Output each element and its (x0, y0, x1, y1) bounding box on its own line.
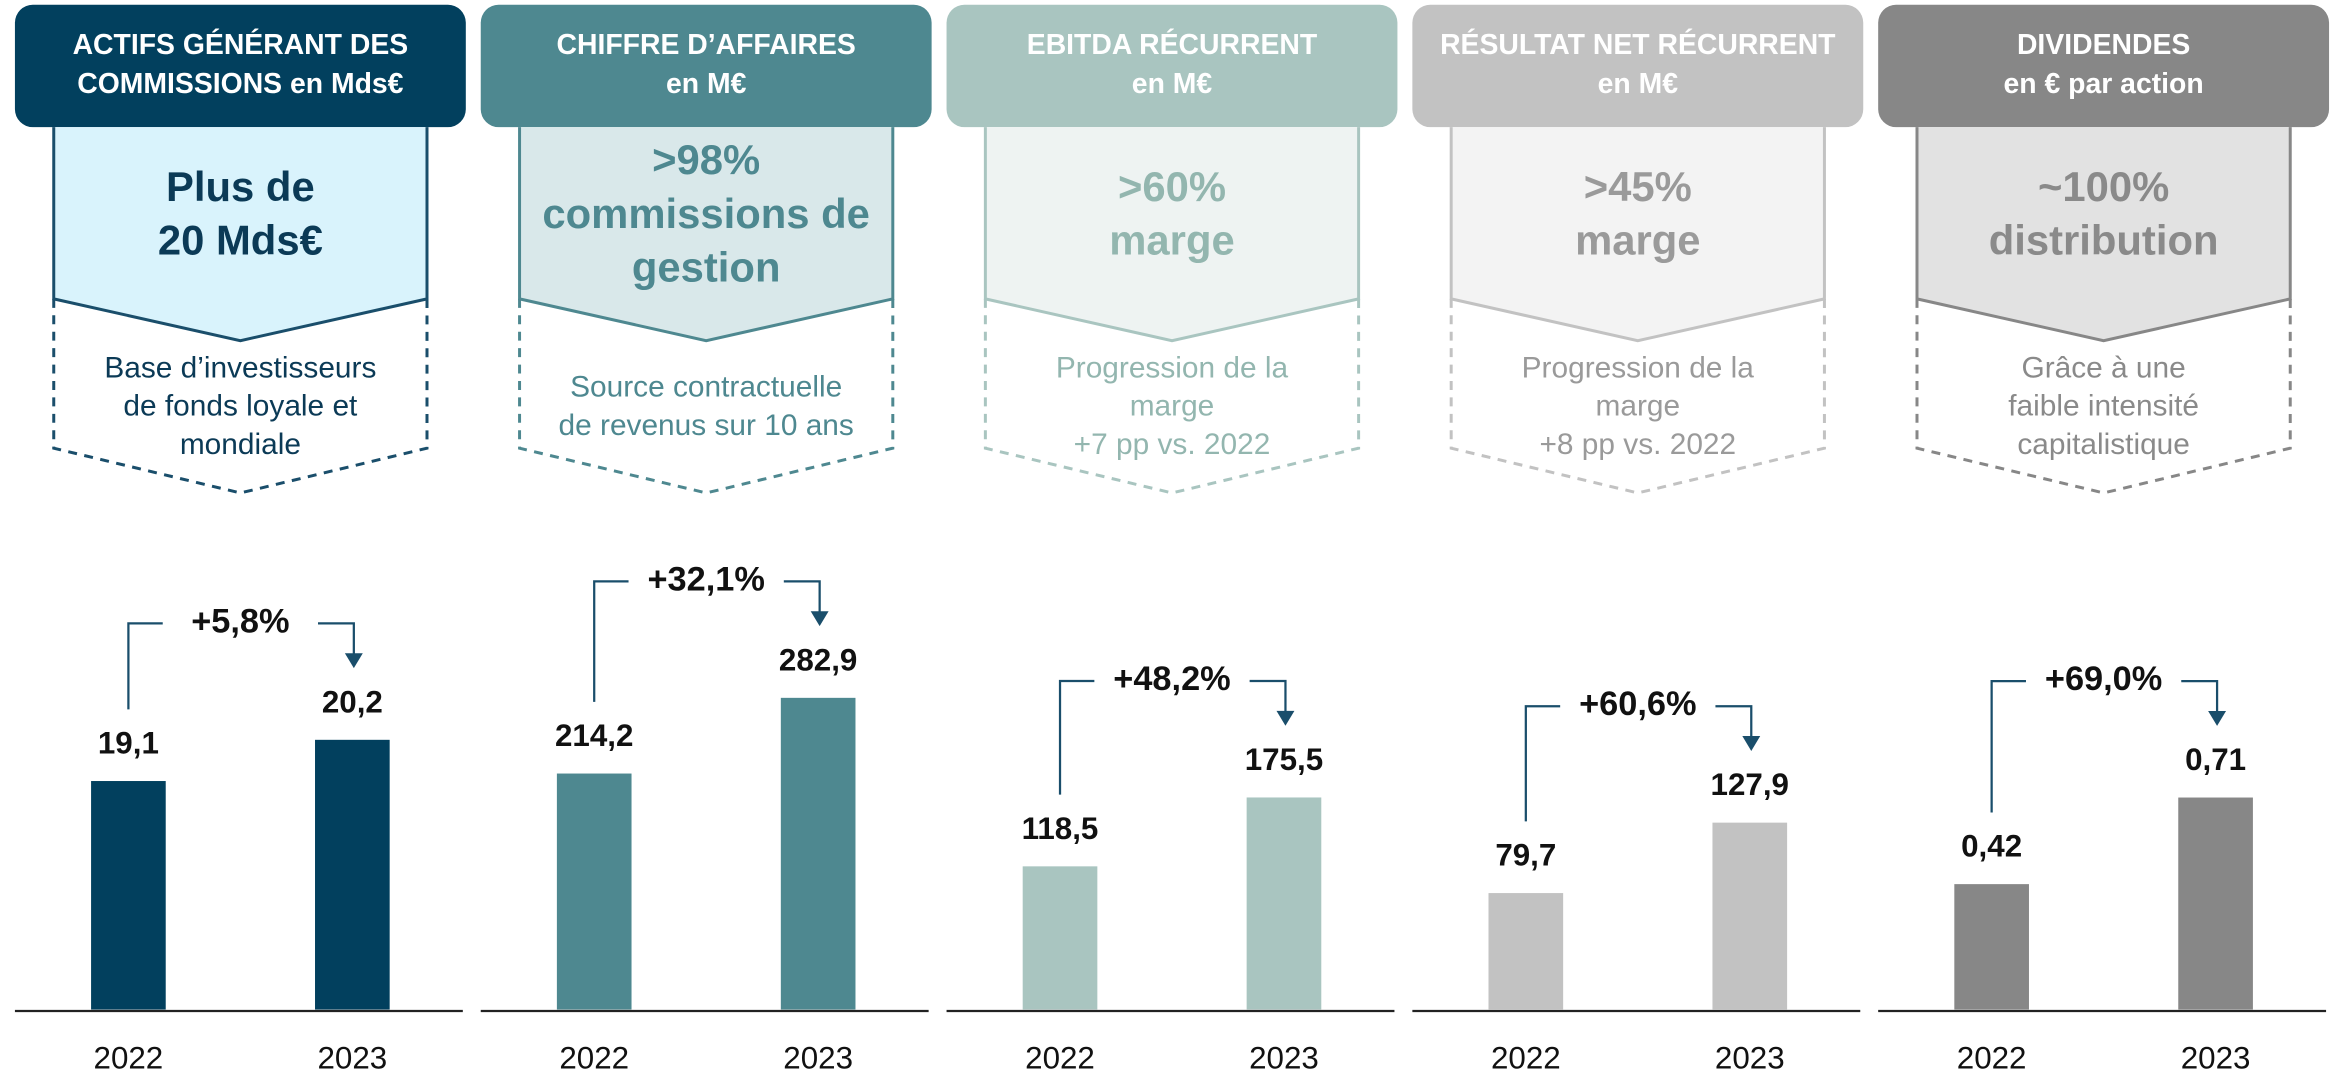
description-text: capitalistique (2017, 428, 2190, 461)
year-label: 2023 (1249, 1041, 1319, 1076)
highlight-text: gestion (632, 244, 781, 291)
year-label: 2022 (1957, 1041, 2027, 1076)
growth-connector (1524, 705, 1753, 822)
panel-header (14, 4, 466, 128)
value-label: 214,2 (555, 718, 633, 753)
header-text: en M€ (1132, 68, 1213, 100)
description-box (1915, 298, 2292, 495)
header-text: en € par action (2004, 68, 2204, 100)
growth-label: +5,8% (191, 602, 289, 640)
description-text: +8 pp vs. 2022 (1539, 428, 1736, 461)
bar (91, 781, 166, 1010)
bar (556, 773, 632, 1010)
year-label: 2022 (94, 1041, 164, 1076)
arrow-head (2208, 710, 2227, 726)
description-text: Base d’investisseurs (104, 352, 376, 385)
description-text: de fonds loyale et (123, 390, 358, 423)
bar (315, 739, 390, 1010)
header-text: COMMISSIONS en Mds€ (77, 68, 403, 100)
bar (1954, 884, 2029, 1010)
header-text: CHIFFRE D’AFFAIRES (557, 29, 856, 61)
value-label: 175,5 (1245, 742, 1323, 777)
growth-label: +32,1% (647, 560, 764, 598)
arrow-head (344, 653, 363, 669)
description-text: mondiale (180, 428, 301, 461)
year-label: 2023 (2181, 1041, 2251, 1076)
value-label: 20,2 (322, 684, 383, 719)
year-label: 2023 (317, 1041, 387, 1076)
description-text: de revenus sur 10 ans (559, 409, 854, 442)
highlight-text: marge (1575, 217, 1700, 264)
highlight-text: >45% (1584, 163, 1692, 210)
panel-header (480, 4, 932, 128)
description-text: Progression de la (1056, 352, 1289, 385)
highlight-box (1449, 127, 1826, 343)
description-text: Source contractuelle (570, 371, 842, 404)
value-label: 0,42 (1961, 829, 2022, 864)
year-label: 2022 (1491, 1041, 1561, 1076)
bar (1246, 797, 1322, 1010)
bar (2178, 797, 2253, 1010)
growth-connector (1058, 679, 1287, 795)
value-label: 118,5 (1022, 811, 1099, 846)
highlight-box (1915, 127, 2292, 343)
highlight-text: marge (1109, 217, 1234, 264)
description-box (52, 298, 429, 495)
header-text: en M€ (1598, 68, 1679, 100)
value-label: 0,71 (2185, 742, 2246, 777)
highlight-box (518, 127, 895, 343)
description-text: marge (1596, 390, 1681, 423)
growth-label: +60,6% (1579, 685, 1696, 723)
description-text: Grâce à une (2021, 352, 2185, 385)
growth-label: +69,0% (2045, 660, 2162, 698)
arrow-head (1276, 710, 1295, 726)
bar (1022, 866, 1098, 1010)
panel-header (946, 4, 1398, 128)
highlight-text: distribution (1989, 217, 2219, 264)
value-label: 79,7 (1495, 838, 1556, 873)
value-label: 19,1 (98, 725, 159, 760)
growth-label: +48,2% (1113, 660, 1230, 698)
year-label: 2022 (1025, 1041, 1095, 1076)
description-text: +7 pp vs. 2022 (1074, 428, 1271, 461)
description-text: faible intensité (2008, 390, 2199, 423)
description-text: marge (1130, 390, 1215, 423)
highlight-box (52, 127, 429, 343)
highlight-text: 20 Mds€ (158, 217, 323, 264)
highlight-text: >98% (652, 136, 760, 183)
description-text: Progression de la (1522, 352, 1755, 385)
highlight-text: >60% (1118, 163, 1226, 210)
highlight-text: Plus de (166, 163, 315, 210)
value-label: 127,9 (1711, 767, 1789, 802)
header-text: RÉSULTAT NET RÉCURRENT (1440, 29, 1836, 61)
value-label: 282,9 (779, 642, 857, 677)
highlight-text: commissions de (542, 190, 870, 237)
panel-header (1412, 4, 1864, 128)
description-box (983, 298, 1361, 495)
arrow-head (1742, 736, 1761, 751)
bar (780, 697, 856, 1010)
header-text: EBITDA RÉCURRENT (1027, 29, 1318, 61)
growth-connector (127, 622, 355, 710)
year-label: 2023 (783, 1041, 853, 1076)
growth-connector (1990, 679, 2219, 813)
header-text: DIVIDENDES (2017, 29, 2190, 61)
bar (1488, 893, 1564, 1010)
panel-header (1878, 4, 2330, 128)
description-box (518, 298, 895, 495)
highlight-box (983, 127, 1361, 343)
description-box (1449, 298, 1826, 495)
year-label: 2022 (559, 1041, 629, 1076)
bar (1712, 822, 1788, 1010)
year-label: 2023 (1715, 1041, 1785, 1076)
header-text: en M€ (666, 68, 747, 100)
arrow-head (810, 611, 829, 627)
growth-connector (593, 580, 821, 702)
header-text: ACTIFS GÉNÉRANT DES (73, 29, 409, 61)
highlight-text: ~100% (2038, 163, 2169, 210)
